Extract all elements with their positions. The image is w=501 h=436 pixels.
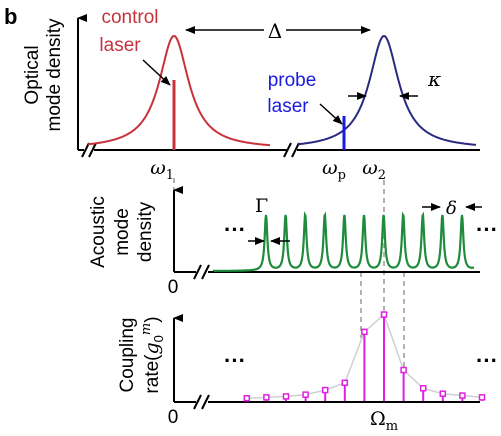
panel-label: b	[4, 4, 17, 29]
axis-break-mark	[193, 264, 210, 280]
control-laser-pointer-arrow	[142, 59, 171, 86]
coupling-marker	[439, 390, 447, 397]
coupling-dots-left: ···	[224, 348, 246, 373]
omega2-label: ω2	[362, 157, 386, 183]
delta-spacing-label: δ	[446, 198, 457, 219]
coupling-ylabel-line2: rate(g0m)	[139, 316, 166, 393]
coupling-marker	[478, 394, 486, 401]
acoustic-density-curve	[212, 211, 475, 272]
optical-resonance-1	[87, 34, 271, 147]
coupling-panel: Coupling rate(g0m) 0 ··· ··· Ωm	[117, 311, 498, 434]
acoustic-dots-right: ···	[476, 217, 498, 242]
coupling-marker	[380, 311, 388, 318]
optical-resonance-2	[297, 34, 477, 146]
probe-laser-pointer-arrow	[319, 103, 343, 125]
control-laser-label-line2: laser	[99, 35, 141, 56]
gamma-label: Γ	[255, 195, 268, 217]
coupling-marker	[400, 366, 407, 374]
axis-break-mark	[283, 142, 300, 158]
probe-laser-label-line1: probe	[268, 70, 317, 91]
coupling-stems	[243, 311, 486, 402]
kappa-label: κ	[427, 67, 441, 91]
acoustic-zero-label: 0	[168, 277, 179, 298]
axis-break-mark	[193, 394, 210, 410]
axis-break-mark	[81, 142, 97, 158]
optical-ylabel-line1: Optical	[22, 45, 43, 104]
acoustic-ylabel-line3: density	[135, 201, 156, 262]
coupling-marker	[341, 379, 349, 387]
omega-p-label: ωp	[322, 157, 346, 183]
acoustic-ylabel-line2: mode	[112, 208, 133, 256]
coupling-marker	[243, 395, 251, 402]
coupling-marker	[263, 394, 270, 401]
acoustic-ylabel-line1: Acoustic	[88, 196, 109, 268]
acoustic-dots-left: ···	[224, 217, 246, 242]
coupling-dots-right: ···	[476, 348, 498, 373]
coupling-marker	[321, 386, 329, 394]
coupling-marker	[361, 328, 368, 336]
control-laser-label-line1: control	[101, 7, 158, 28]
coupling-marker	[419, 385, 427, 392]
omega1-label: ω1	[150, 157, 174, 183]
delta-label: Δ	[268, 19, 282, 43]
coupling-marker	[282, 393, 290, 400]
acoustic-panel: Acoustic mode density 0 ··· ··· Γ δ	[88, 186, 498, 298]
probe-laser-label-line2: laser	[267, 96, 309, 117]
acoustic-peaks	[212, 211, 475, 272]
omega-m-label: Ωm	[370, 408, 398, 434]
coupling-marker	[302, 391, 309, 398]
optical-panel: Optical mode density control laser probe…	[22, 7, 480, 183]
coupling-marker	[459, 392, 466, 399]
coupling-zero-label: 0	[168, 407, 179, 428]
coupling-ylabel-line1: Coupling	[117, 318, 138, 393]
optical-ylabel-line2: mode density	[44, 18, 65, 132]
